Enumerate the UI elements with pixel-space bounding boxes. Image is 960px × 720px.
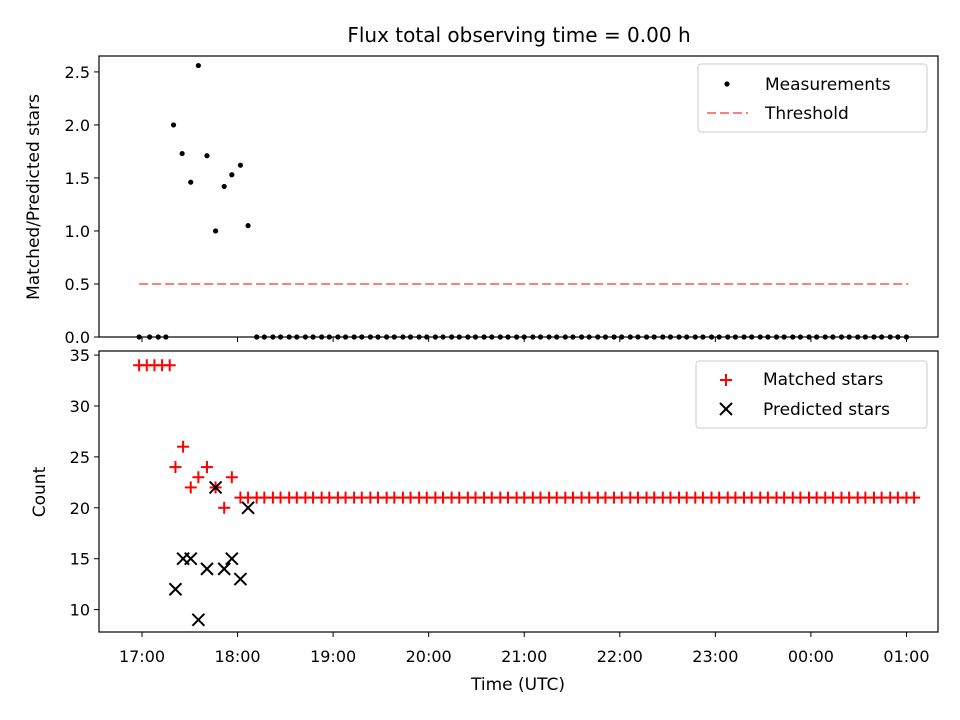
predicted-star-point <box>225 551 239 566</box>
bottom-panel: 10 15 20 25 30 35 17:00 18:00 19:00 20:00 21:00 22… <box>30 346 939 695</box>
predicted-star-point <box>208 480 223 495</box>
predicted-star-point <box>168 582 183 596</box>
x-tick-label: 20:00 <box>406 647 452 666</box>
legend-predicted-label: Predicted stars <box>763 400 890 420</box>
top-y-tick-label: 0.5 <box>65 275 90 294</box>
bottom-legend-box <box>695 360 928 429</box>
top-legend-box <box>697 63 928 133</box>
bottom-legend: Matched stars Predicted stars <box>695 360 928 429</box>
matched-star-point <box>908 491 921 504</box>
matched-star-point <box>218 501 231 514</box>
x-tick-label: 22:00 <box>597 647 643 666</box>
measurement-point <box>245 223 251 229</box>
x-tick-label: 01:00 <box>883 647 929 666</box>
legend-predicted-marker <box>719 402 733 416</box>
predicted-star-point <box>217 562 231 576</box>
measurement-point <box>212 228 219 234</box>
bottom-y-axis-label: Count <box>30 466 50 517</box>
bottom-y-tick-label: 35 <box>70 346 90 365</box>
measurement-point <box>221 183 227 190</box>
top-y-tick-label: 1.0 <box>65 222 90 241</box>
x-tick-label: 00:00 <box>788 647 834 666</box>
x-tick-label: 18:00 <box>215 647 261 666</box>
top-y-axis-label: Matched/Predicted stars <box>24 94 44 300</box>
top-plot-frame <box>98 55 939 338</box>
chart-title: Flux total observing time = 0.00 h <box>347 23 690 47</box>
matched-star-point <box>177 440 190 453</box>
measurement-point <box>195 62 201 69</box>
legend-threshold-label: Threshold <box>764 104 849 124</box>
measurement-point <box>237 162 244 168</box>
predicted-star-point <box>200 562 214 576</box>
matched-star-point <box>200 461 213 474</box>
legend-matched-marker <box>720 374 732 386</box>
x-tick-label: 19:00 <box>310 647 356 666</box>
top-y-tick-label: 2.5 <box>65 63 90 82</box>
bottom-y-tick-label: 30 <box>70 397 90 416</box>
top-panel: 0.0 0.5 1.0 1.5 2.0 2.5 Matched/Predicted sta… <box>24 55 939 347</box>
predicted-star-point <box>191 613 206 627</box>
top-y-tick-label: 1.5 <box>65 169 90 188</box>
bottom-plot-frame <box>98 350 939 633</box>
matched-star-point <box>184 481 197 494</box>
x-axis-label: Time (UTC) <box>470 675 565 695</box>
matched-star-point <box>163 359 176 372</box>
predicted-star-point <box>241 501 255 515</box>
matched-star-point <box>169 461 182 474</box>
predicted-star-point <box>233 572 248 586</box>
legend-measurements-label: Measurements <box>765 75 891 95</box>
legend-measurements-marker <box>724 81 730 87</box>
x-tick-label: 23:00 <box>692 647 738 666</box>
matched-star-point <box>225 471 238 484</box>
legend-matched-label: Matched stars <box>763 370 883 390</box>
top-legend: Measurements Threshold <box>697 63 928 133</box>
top-y-tick-label: 2.0 <box>65 116 90 135</box>
predicted-star-point <box>184 551 198 566</box>
measurement-point <box>204 153 210 159</box>
matched-star-point <box>192 471 205 484</box>
bottom-y-tick-label: 10 <box>70 601 90 620</box>
x-tick-label: 17:00 <box>119 647 165 666</box>
bottom-y-tick-label: 25 <box>70 448 90 467</box>
measurement-point <box>170 122 177 128</box>
measurement-point <box>188 179 194 185</box>
measurement-point <box>229 172 235 178</box>
measurement-point <box>179 150 185 157</box>
top-y-tick-label: 0.0 <box>65 328 90 347</box>
bottom-y-tick-label: 20 <box>70 499 90 518</box>
x-tick-label: 21:00 <box>501 647 547 666</box>
bottom-y-tick-label: 15 <box>70 550 90 569</box>
